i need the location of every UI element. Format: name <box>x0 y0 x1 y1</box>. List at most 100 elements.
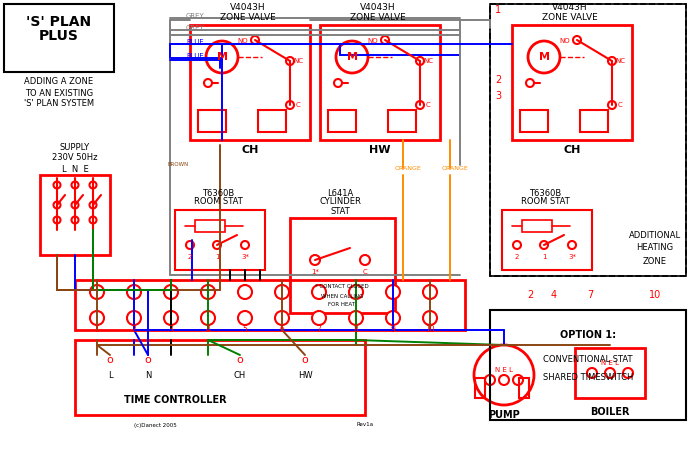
Text: BOILER: BOILER <box>590 407 630 417</box>
Circle shape <box>54 202 61 209</box>
Text: CONVENTIONAL STAT: CONVENTIONAL STAT <box>543 356 633 365</box>
Circle shape <box>275 311 289 325</box>
Bar <box>290 218 395 313</box>
Circle shape <box>241 241 249 249</box>
Bar <box>475 378 485 398</box>
Circle shape <box>334 79 342 87</box>
Bar <box>490 4 686 276</box>
Text: Rev1a: Rev1a <box>357 423 373 427</box>
Circle shape <box>608 57 616 65</box>
Bar <box>75 280 465 330</box>
Text: STAT: STAT <box>330 206 350 215</box>
Bar <box>190 25 310 140</box>
Circle shape <box>286 101 294 109</box>
Circle shape <box>310 255 320 265</box>
Circle shape <box>90 285 104 299</box>
Text: M: M <box>346 52 357 62</box>
Text: SHARED TIMESWITCH: SHARED TIMESWITCH <box>543 373 633 382</box>
Text: ZONE VALVE: ZONE VALVE <box>220 13 276 22</box>
Text: NO: NO <box>560 38 571 44</box>
Circle shape <box>54 182 61 189</box>
Text: HEATING: HEATING <box>636 243 673 253</box>
Text: N E L: N E L <box>495 367 513 373</box>
Text: M: M <box>217 52 228 62</box>
Circle shape <box>127 285 141 299</box>
Circle shape <box>213 241 221 249</box>
Text: GREY: GREY <box>186 13 204 19</box>
Text: HW: HW <box>297 371 313 380</box>
Text: WHEN CALLING: WHEN CALLING <box>321 293 363 299</box>
Bar <box>490 310 686 420</box>
Circle shape <box>605 368 615 378</box>
Circle shape <box>474 345 534 405</box>
Circle shape <box>201 285 215 299</box>
Text: V4043H: V4043H <box>552 3 588 13</box>
Text: C: C <box>363 269 367 275</box>
Circle shape <box>90 202 97 209</box>
Circle shape <box>608 101 616 109</box>
Text: 10: 10 <box>649 290 661 300</box>
Text: 3*: 3* <box>568 254 576 260</box>
Text: C: C <box>426 102 431 108</box>
Text: HW: HW <box>369 145 391 155</box>
Bar <box>512 25 632 140</box>
Circle shape <box>513 241 521 249</box>
Text: 4: 4 <box>206 324 210 334</box>
Text: TO AN EXISTING: TO AN EXISTING <box>25 88 93 97</box>
Circle shape <box>423 311 437 325</box>
Circle shape <box>526 79 534 87</box>
Circle shape <box>360 255 370 265</box>
Text: 7: 7 <box>317 324 322 334</box>
Text: NC: NC <box>423 58 433 64</box>
Text: ORANGE: ORANGE <box>395 166 422 170</box>
Bar <box>320 25 440 140</box>
Text: NO: NO <box>237 38 248 44</box>
Bar <box>195 220 225 232</box>
Text: 'S' PLAN SYSTEM: 'S' PLAN SYSTEM <box>24 100 94 109</box>
Text: 2: 2 <box>527 290 533 300</box>
Text: V4043H: V4043H <box>360 3 396 13</box>
Text: 10: 10 <box>425 324 435 334</box>
Text: 'S' PLAN: 'S' PLAN <box>26 15 92 29</box>
Text: 3*: 3* <box>241 254 249 260</box>
Text: M: M <box>538 52 549 62</box>
Bar <box>198 110 226 132</box>
Text: 2: 2 <box>188 254 193 260</box>
Text: o: o <box>145 355 151 365</box>
Circle shape <box>312 285 326 299</box>
Circle shape <box>127 311 141 325</box>
Circle shape <box>72 217 79 224</box>
Text: ZONE VALVE: ZONE VALVE <box>350 13 406 22</box>
Text: 7: 7 <box>587 290 593 300</box>
Text: CH: CH <box>234 371 246 380</box>
Circle shape <box>623 368 633 378</box>
Circle shape <box>485 375 495 385</box>
Text: ROOM STAT: ROOM STAT <box>521 197 569 206</box>
Circle shape <box>573 36 581 44</box>
Text: * CONTACT CLOSED: * CONTACT CLOSED <box>315 284 369 288</box>
Circle shape <box>286 57 294 65</box>
Circle shape <box>513 375 523 385</box>
Text: N E L: N E L <box>601 360 619 366</box>
Text: 1: 1 <box>495 5 501 15</box>
Text: ADDING A ZONE: ADDING A ZONE <box>24 78 94 87</box>
Circle shape <box>499 375 509 385</box>
Text: ROOM STAT: ROOM STAT <box>194 197 242 206</box>
Text: T6360B: T6360B <box>202 189 234 197</box>
Text: TIME CONTROLLER: TIME CONTROLLER <box>124 395 226 405</box>
Text: 4: 4 <box>551 290 557 300</box>
Text: 2: 2 <box>132 324 137 334</box>
Text: L641A: L641A <box>327 189 353 197</box>
Text: PLUS: PLUS <box>39 29 79 43</box>
Text: CH: CH <box>241 145 259 155</box>
Text: N: N <box>145 371 151 380</box>
Circle shape <box>164 285 178 299</box>
Text: ZONE VALVE: ZONE VALVE <box>542 13 598 22</box>
Circle shape <box>164 311 178 325</box>
Text: OPTION 1:: OPTION 1: <box>560 330 616 340</box>
Text: ZONE: ZONE <box>643 256 667 265</box>
Text: o: o <box>107 355 113 365</box>
Text: 230V 50Hz: 230V 50Hz <box>52 154 98 162</box>
Circle shape <box>386 285 400 299</box>
Bar <box>519 378 529 398</box>
